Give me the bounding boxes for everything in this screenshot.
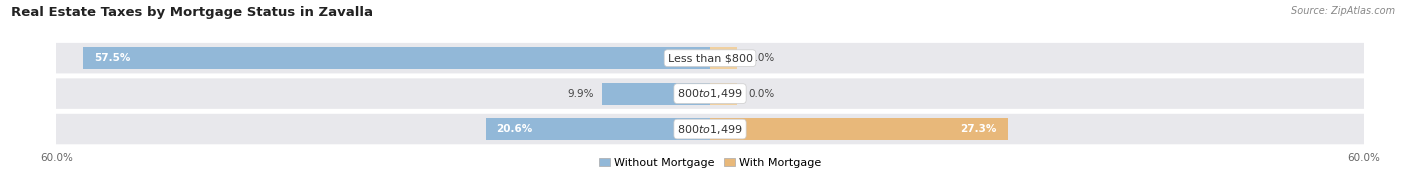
Bar bbox=[602, 83, 710, 105]
Legend: Without Mortgage, With Mortgage: Without Mortgage, With Mortgage bbox=[595, 153, 825, 172]
Text: $800 to $1,499: $800 to $1,499 bbox=[678, 87, 742, 100]
Bar bbox=[485, 118, 710, 140]
Bar bbox=[710, 118, 1008, 140]
FancyBboxPatch shape bbox=[51, 114, 1369, 144]
FancyBboxPatch shape bbox=[51, 78, 1369, 109]
Text: 20.6%: 20.6% bbox=[496, 124, 533, 134]
FancyBboxPatch shape bbox=[51, 43, 1369, 73]
Bar bbox=[710, 83, 737, 105]
Bar bbox=[83, 47, 710, 69]
Text: 0.0%: 0.0% bbox=[748, 53, 775, 63]
Text: 27.3%: 27.3% bbox=[960, 124, 997, 134]
Bar bbox=[710, 47, 737, 69]
Text: 0.0%: 0.0% bbox=[748, 89, 775, 99]
Text: $800 to $1,499: $800 to $1,499 bbox=[678, 122, 742, 136]
Text: Source: ZipAtlas.com: Source: ZipAtlas.com bbox=[1291, 6, 1395, 16]
Text: Less than $800: Less than $800 bbox=[668, 53, 752, 63]
Text: 57.5%: 57.5% bbox=[94, 53, 131, 63]
Text: 9.9%: 9.9% bbox=[567, 89, 593, 99]
Text: Real Estate Taxes by Mortgage Status in Zavalla: Real Estate Taxes by Mortgage Status in … bbox=[11, 6, 373, 19]
